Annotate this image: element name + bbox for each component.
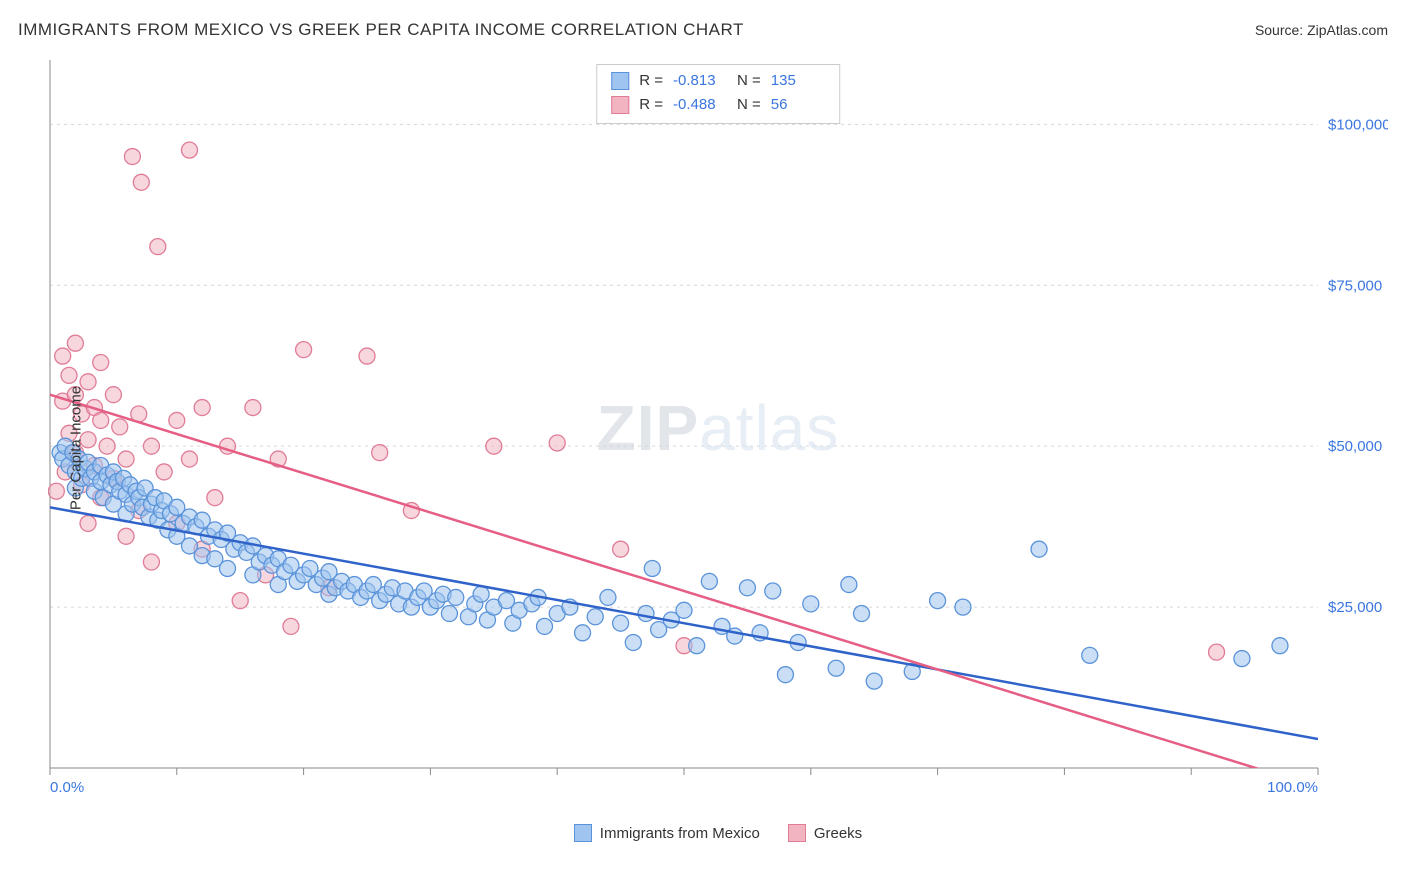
legend-label-greeks: Greeks <box>814 825 862 842</box>
chart-header: IMMIGRANTS FROM MEXICO VS GREEK PER CAPI… <box>18 20 1388 40</box>
source-label: Source: <box>1255 22 1303 38</box>
r-value-greeks: -0.488 <box>673 93 727 117</box>
legend-swatch-greeks <box>788 824 806 842</box>
legend-label-mexico: Immigrants from Mexico <box>600 825 760 842</box>
legend-swatch-mexico <box>611 72 629 90</box>
plot-area: Per Capita Income $25,000$50,000$75,000$… <box>48 58 1388 838</box>
legend-item-mexico: Immigrants from Mexico <box>574 824 760 842</box>
legend-swatch-greeks <box>611 96 629 114</box>
svg-text:0.0%: 0.0% <box>50 779 84 796</box>
n-value-greeks: 56 <box>771 93 825 117</box>
source-attribution: Source: ZipAtlas.com <box>1255 22 1388 38</box>
svg-text:ZIPatlas: ZIPatlas <box>597 392 840 464</box>
stats-row-greeks: R = -0.488 N = 56 <box>611 93 825 117</box>
legend-swatch-mexico <box>574 824 592 842</box>
stats-legend: R = -0.813 N = 135 R = -0.488 N = 56 <box>596 64 840 124</box>
scatter-chart: $25,000 $50,000 $75,000 $100,000 0.0% 100.0% Z… <box>48 58 1388 798</box>
chart-title: IMMIGRANTS FROM MEXICO VS GREEK PER CAPI… <box>18 20 744 40</box>
legend-bottom: Immigrants from Mexico Greeks <box>48 824 1388 842</box>
svg-text:$75,000: $75,000 <box>1328 277 1382 294</box>
svg-text:$100,000: $100,000 <box>1328 116 1388 133</box>
y-axis-label: Per Capita Income <box>68 386 85 510</box>
n-value-mexico: 135 <box>771 69 825 93</box>
svg-text:$25,000: $25,000 <box>1328 599 1382 616</box>
source-link[interactable]: ZipAtlas.com <box>1307 22 1388 38</box>
svg-text:$50,000: $50,000 <box>1328 438 1382 455</box>
svg-text:100.0%: 100.0% <box>1267 779 1318 796</box>
r-value-mexico: -0.813 <box>673 69 727 93</box>
stats-row-mexico: R = -0.813 N = 135 <box>611 69 825 93</box>
legend-item-greeks: Greeks <box>788 824 862 842</box>
